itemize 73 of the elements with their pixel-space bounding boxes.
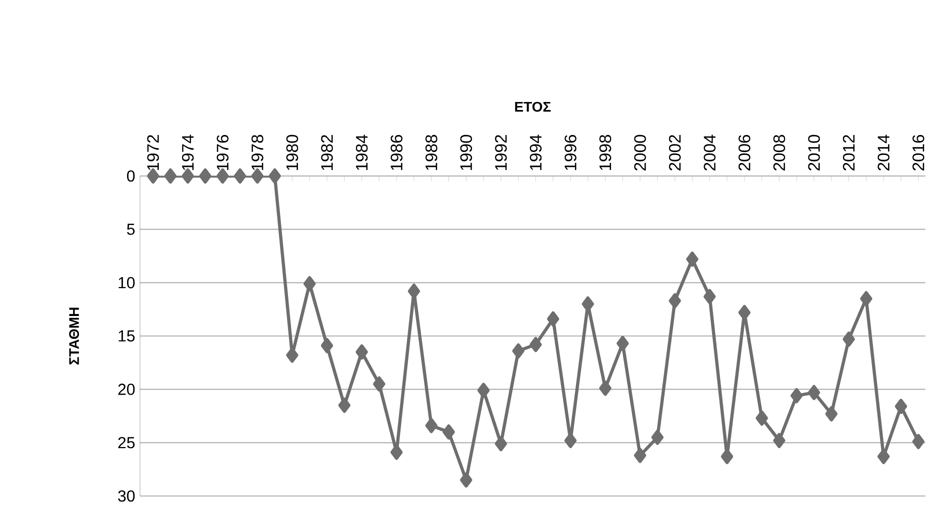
- point: [390, 444, 403, 460]
- x-tick-label: 1978: [252, 134, 264, 170]
- point: [199, 168, 212, 184]
- point: [234, 168, 246, 184]
- point: [530, 336, 542, 352]
- point: [338, 398, 350, 413]
- point: [720, 448, 734, 464]
- point: [286, 348, 298, 363]
- point: [164, 168, 177, 184]
- x-tick-label: 1972: [147, 135, 159, 170]
- point: [564, 432, 577, 448]
- point: [790, 388, 803, 404]
- point: [494, 436, 508, 452]
- y-tick-label: 25: [118, 437, 135, 448]
- x-tick-label: 1976: [216, 134, 229, 170]
- x-tick-label: 1974: [182, 134, 194, 170]
- point: [894, 398, 908, 414]
- point: [860, 291, 872, 306]
- point: [599, 380, 612, 396]
- y-tick-label: 10: [118, 277, 135, 288]
- y-tick-label: 15: [118, 330, 135, 342]
- point: [460, 472, 472, 488]
- point: [686, 252, 698, 267]
- point: [825, 406, 838, 422]
- point: [547, 311, 560, 327]
- x-tick-label: 2000: [634, 134, 646, 170]
- point: [442, 424, 455, 440]
- point: [634, 448, 646, 464]
- x-tick-label: 2012: [842, 135, 855, 170]
- x-tick-label: 1980: [286, 134, 298, 170]
- x-tick-label: 2006: [738, 134, 750, 170]
- point: [704, 288, 716, 304]
- x-tick-label: 2016: [912, 134, 924, 170]
- x-tick-label: 1992: [495, 135, 507, 170]
- point: [408, 284, 420, 299]
- y-tick-label: 30: [118, 490, 135, 502]
- x-tick-label: 1986: [390, 134, 402, 170]
- y-tick-label: 5: [127, 224, 135, 235]
- point: [512, 343, 524, 359]
- point: [356, 344, 368, 360]
- x-tick-label: 2010: [808, 134, 820, 170]
- x-tick-label: 2008: [773, 134, 786, 170]
- point: [842, 332, 855, 347]
- y-axis-title: ΣΤΑΘΜΗ: [69, 308, 80, 365]
- x-tick-label: 1990: [460, 134, 472, 170]
- x-tick-label: 2004: [704, 134, 716, 170]
- x-axis-title: ΕΤΟΣ: [515, 102, 551, 112]
- point: [756, 410, 768, 426]
- point: [773, 432, 786, 448]
- point: [425, 418, 438, 434]
- point: [373, 376, 386, 392]
- point: [877, 448, 890, 464]
- point: [304, 276, 316, 292]
- x-tick-label: 1996: [564, 134, 576, 170]
- point: [320, 338, 334, 354]
- point: [808, 384, 820, 400]
- x-tick-label: 1998: [599, 134, 612, 170]
- point: [582, 296, 594, 312]
- point: [651, 430, 664, 445]
- x-tick-label: 1984: [356, 134, 368, 170]
- point: [477, 382, 490, 398]
- x-tick-label: 2002: [668, 135, 681, 170]
- x-tick-label: 2014: [878, 134, 890, 170]
- x-tick-label: 1982: [321, 135, 333, 170]
- point: [268, 168, 281, 184]
- point: [616, 336, 629, 352]
- point: [738, 304, 751, 320]
- y-tick-label: 0: [127, 170, 135, 182]
- x-tick-label: 1994: [530, 134, 542, 170]
- x-tick-label: 1988: [425, 134, 438, 170]
- y-tick-label: 20: [118, 384, 135, 395]
- point: [912, 434, 924, 450]
- point: [668, 293, 681, 308]
